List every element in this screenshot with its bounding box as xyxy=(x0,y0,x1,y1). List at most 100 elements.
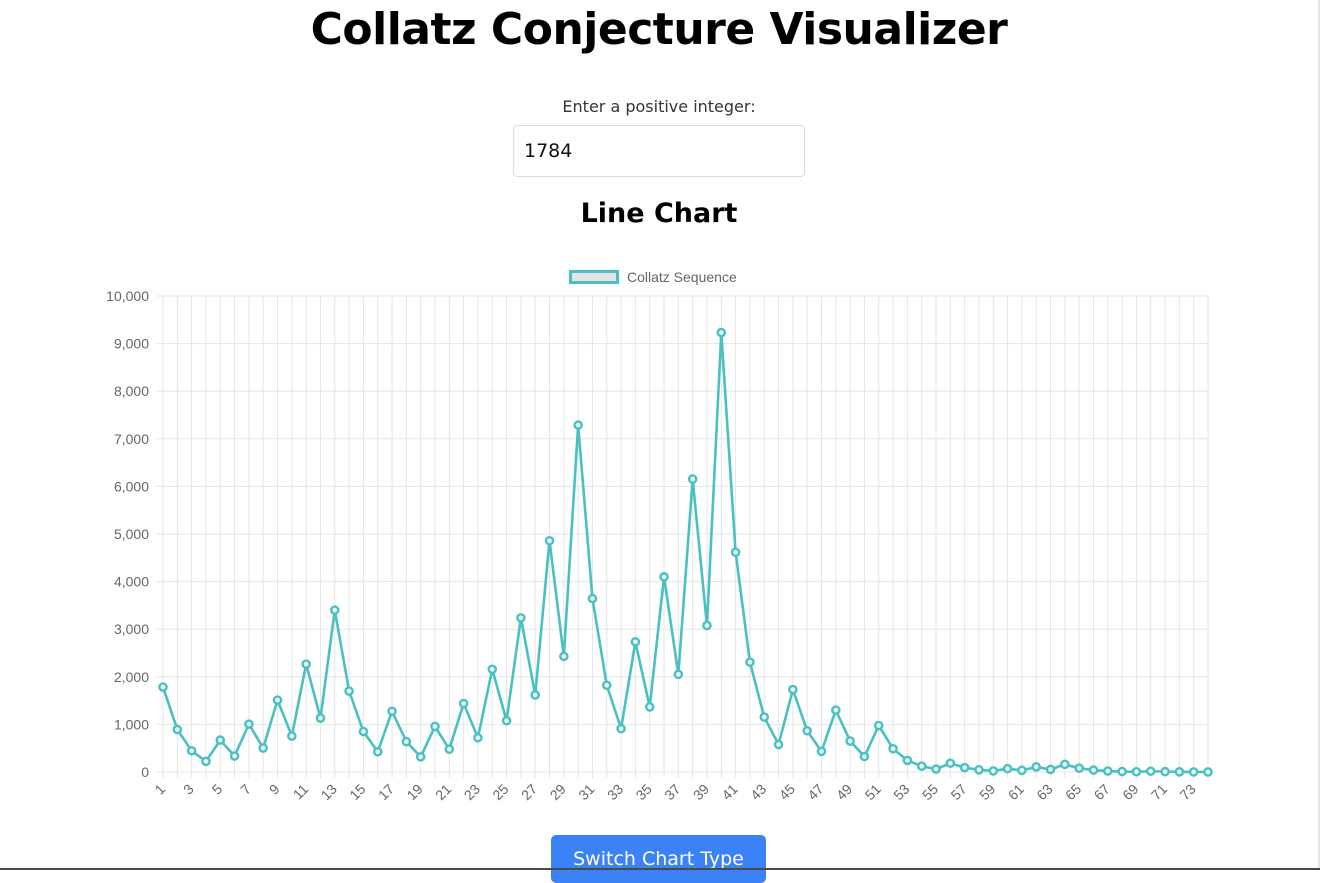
data-point xyxy=(215,735,226,745)
y-tick-label: 10,000 xyxy=(106,288,149,304)
data-point xyxy=(158,682,168,692)
data-point xyxy=(458,698,469,709)
data-point xyxy=(1188,767,1199,777)
x-tick-label: 7 xyxy=(237,781,254,798)
page-bottom-border xyxy=(0,868,1320,870)
data-point xyxy=(716,327,727,338)
x-tick-label: 9 xyxy=(266,781,283,798)
switch-chart-type-button[interactable]: Switch Chart Type xyxy=(551,835,766,883)
data-point xyxy=(1145,766,1156,777)
data-point xyxy=(401,736,412,747)
data-point xyxy=(430,721,440,732)
data-point xyxy=(888,743,898,754)
x-tick-label: 67 xyxy=(1091,781,1113,803)
x-tick-label: 23 xyxy=(461,781,483,803)
x-tick-label: 13 xyxy=(318,781,340,803)
data-point xyxy=(344,686,354,696)
x-tick-label: 47 xyxy=(804,781,826,803)
data-point xyxy=(730,547,741,558)
data-point xyxy=(244,719,254,729)
y-tick-label: 7,000 xyxy=(114,431,149,447)
data-point xyxy=(1088,765,1099,775)
data-point xyxy=(329,605,340,615)
data-point xyxy=(372,746,383,757)
data-point xyxy=(1131,766,1142,777)
data-point xyxy=(1102,766,1113,776)
data-point xyxy=(258,743,269,753)
data-point xyxy=(873,720,884,731)
y-tick-label: 0 xyxy=(141,764,149,780)
data-point xyxy=(473,732,483,743)
data-point xyxy=(1017,765,1027,776)
x-tick-label: 49 xyxy=(833,781,855,803)
data-point xyxy=(287,731,297,741)
x-tick-label: 27 xyxy=(518,781,540,803)
x-tick-label: 3 xyxy=(180,781,197,798)
data-point xyxy=(559,651,569,662)
data-point xyxy=(802,725,812,736)
data-point xyxy=(831,705,841,715)
x-tick-label: 59 xyxy=(976,781,998,803)
data-point xyxy=(673,669,684,680)
x-tick-label: 31 xyxy=(575,781,597,803)
series-line xyxy=(161,331,1209,774)
x-tick-label: 55 xyxy=(919,781,941,803)
data-point xyxy=(974,765,984,775)
x-tick-label: 19 xyxy=(403,781,425,803)
data-point xyxy=(1002,763,1013,774)
x-tick-label: 1 xyxy=(151,781,168,798)
data-point xyxy=(315,713,326,723)
data-point xyxy=(444,744,455,754)
data-point xyxy=(1160,766,1170,777)
data-point xyxy=(186,745,197,756)
x-tick-label: 65 xyxy=(1062,781,1084,803)
y-tick-label: 3,000 xyxy=(114,621,149,637)
data-point xyxy=(659,571,669,582)
line-chart: 10,000 9,000 8,000 7,000 6,000 5,000 4,000 3,00… xyxy=(106,288,1213,803)
x-tick-label: 37 xyxy=(661,781,683,803)
chart-legend[interactable]: Collatz Sequence xyxy=(569,268,737,286)
data-point xyxy=(745,657,755,667)
x-tick-label: 33 xyxy=(604,781,626,803)
x-tick-label: 57 xyxy=(947,781,969,803)
data-point xyxy=(1174,767,1185,777)
y-tick-label: 2,000 xyxy=(114,669,149,685)
data-point xyxy=(1117,766,1127,777)
integer-input[interactable] xyxy=(513,125,805,177)
y-tick-label: 4,000 xyxy=(114,574,149,590)
x-tick-label: 25 xyxy=(489,781,511,803)
data-point xyxy=(988,766,999,776)
data-point xyxy=(759,712,770,722)
data-point xyxy=(272,695,283,705)
chart-title: Line Chart xyxy=(580,198,738,229)
data-point xyxy=(773,739,784,750)
data-point xyxy=(1045,764,1056,775)
data-point xyxy=(916,761,927,771)
y-tick-label: 8,000 xyxy=(114,383,149,399)
data-point xyxy=(931,764,941,774)
data-point xyxy=(544,535,555,546)
x-tick-label: 21 xyxy=(432,781,454,803)
data-point xyxy=(845,736,855,746)
page-title: Collatz Conjecture Visualizer xyxy=(310,4,1008,55)
x-tick-label: 39 xyxy=(690,781,712,803)
x-tick-label: 69 xyxy=(1119,781,1141,803)
x-tick-label: 51 xyxy=(862,781,884,803)
data-point xyxy=(902,755,913,766)
data-point xyxy=(358,726,369,737)
data-point xyxy=(702,620,712,631)
legend-label: Collatz Sequence xyxy=(627,269,737,285)
data-point xyxy=(501,715,512,726)
input-label: Enter a positive integer: xyxy=(562,97,756,116)
data-point xyxy=(630,637,641,647)
x-tick-label: 29 xyxy=(547,781,569,803)
data-point xyxy=(616,723,626,734)
data-point xyxy=(1074,763,1084,773)
data-point xyxy=(788,684,798,695)
x-tick-label: 35 xyxy=(633,781,655,803)
x-tick-label: 71 xyxy=(1148,781,1170,803)
data-point xyxy=(1060,759,1070,770)
x-tick-label: 5 xyxy=(209,781,226,798)
data-point xyxy=(201,756,211,767)
y-tick-label: 9,000 xyxy=(114,336,149,352)
